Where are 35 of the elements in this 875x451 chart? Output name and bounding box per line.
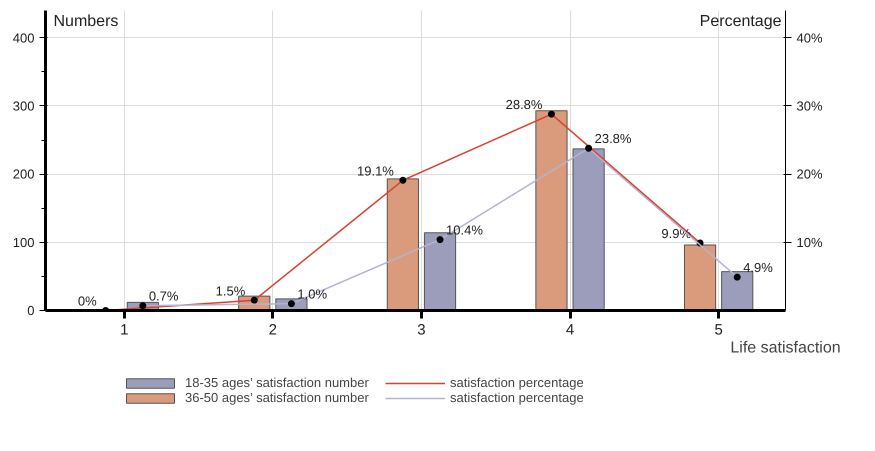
data-label: 1.5% — [216, 283, 246, 298]
data-label: 10.4% — [446, 222, 484, 238]
x-tick-label: 1 — [120, 322, 128, 338]
y-tick-label: 300 — [12, 98, 35, 114]
legend-label: satisfaction percentage — [450, 390, 585, 405]
x-tick-label: 3 — [417, 322, 426, 338]
bar — [386, 178, 419, 310]
legend-label: 36-50 ages’ satisfaction number — [185, 390, 370, 405]
data-label: 28.8% — [506, 97, 543, 112]
bar — [721, 271, 754, 310]
y-tick-label: 400 — [12, 30, 35, 46]
x-tick-label: 4 — [566, 322, 574, 338]
bar — [535, 110, 568, 310]
y2-tick-label: 40% — [796, 30, 823, 46]
data-label: 19.1% — [357, 163, 394, 178]
y2-tick-label: 20% — [796, 166, 823, 182]
data-label: 1.0% — [297, 286, 328, 302]
y-tick-label: 100 — [12, 234, 35, 250]
data-label: 0.7% — [148, 288, 179, 304]
y2-tick-label: 10% — [796, 234, 823, 250]
bar — [572, 148, 605, 310]
x-tick-label: 5 — [714, 322, 723, 338]
y-axis-title: Numbers — [54, 12, 118, 30]
bar — [684, 244, 716, 310]
y2-tick-label: 30% — [796, 98, 823, 114]
x-tick-label: 2 — [268, 322, 278, 338]
data-label: 4.9% — [743, 260, 774, 276]
legend-label: 18-35 ages’ satisfaction number — [185, 375, 370, 390]
y-tick-label: 0 — [27, 303, 35, 318]
y-tick-label: 200 — [12, 166, 35, 182]
legend-label: satisfaction percentage — [450, 375, 585, 390]
data-label: 23.8% — [594, 131, 632, 146]
y2-axis-title: Percentage — [700, 12, 782, 30]
x-axis-title: Life satisfaction — [730, 340, 841, 356]
data-label: 0% — [78, 294, 98, 308]
